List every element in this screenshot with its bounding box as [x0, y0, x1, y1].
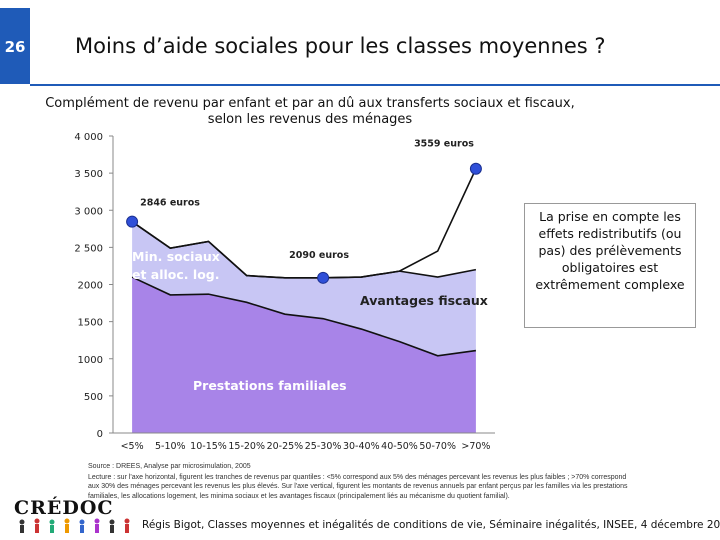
- x-tick-label: 40-50%: [381, 441, 418, 452]
- x-tick-label: <5%: [121, 441, 144, 452]
- y-tick-label: 1500: [78, 318, 103, 329]
- annotation-marker: [126, 215, 139, 228]
- x-tick-label: 10-15%: [190, 441, 227, 452]
- y-tick-label: 3 000: [74, 206, 103, 217]
- chart-areas: [131, 168, 477, 433]
- callout-text: La prise en compte les effets redistribu…: [535, 209, 685, 292]
- y-tick-label: 500: [84, 392, 103, 403]
- title-rule: [30, 84, 720, 86]
- source-note: Source : DREES, Analyse par microsimulat…: [88, 462, 633, 502]
- label-avantages: Avantages fiscaux: [360, 293, 488, 308]
- annotation-label: 3559 euros: [414, 139, 474, 150]
- y-tick-label: 1000: [78, 355, 103, 366]
- annotation-label: 2090 euros: [289, 250, 349, 261]
- chart-subtitle: Complément de revenu par enfant et par a…: [45, 96, 575, 127]
- footer-credit: Régis Bigot, Classes moyennes et inégali…: [142, 519, 720, 531]
- x-tick-label: 50-70%: [419, 441, 456, 452]
- callout-box: La prise en compte les effets redistribu…: [524, 203, 696, 328]
- page-title: Moins d’aide sociales pour les classes m…: [75, 34, 606, 58]
- x-tick-label: >70%: [461, 441, 490, 452]
- x-tick-label: 5-10%: [155, 441, 186, 452]
- y-tick-label: 2 500: [74, 243, 103, 254]
- x-tick-label: 30-40%: [343, 441, 380, 452]
- line-avantages: [131, 168, 477, 279]
- y-axis: 0 500 1000 1500 2000 2 500 3 000 3 500 4 000: [74, 132, 114, 440]
- svg-text:CRÉDOC: CRÉDOC: [14, 496, 114, 519]
- area-minima: [132, 221, 476, 356]
- label-minima-line2: et alloc. log.: [132, 267, 219, 282]
- label-prestations: Prestations familiales: [193, 378, 347, 393]
- source-line: Source : DREES, Analyse par microsimulat…: [88, 463, 251, 470]
- y-tick-label: 2000: [78, 281, 103, 292]
- reading-note: Lecture : sur l'axe horizontal, figurent…: [88, 473, 628, 500]
- y-tick-label: 0: [97, 429, 103, 440]
- area-avantages: [132, 168, 476, 278]
- x-tick-label: 15-20%: [228, 441, 265, 452]
- area-prestations: [132, 277, 476, 433]
- line-prestations: [131, 276, 477, 357]
- credoc-logo: CRÉDOC: [14, 496, 130, 533]
- y-tick-label: 4 000: [74, 132, 103, 143]
- slide-number: 26: [0, 8, 30, 84]
- annotation-marker: [317, 271, 330, 284]
- logo-figures: [19, 518, 130, 533]
- stacked-area-chart: 0 500 1000 1500 2000 2 500 3 000 3 500 4 000 <5%…: [74, 132, 495, 452]
- chart-annotations: Prestations familiales Min. sociaux et all…: [126, 139, 488, 393]
- x-axis: <5% 5-10% 10-15% 15-20% 20-25% 25-30% 30-40% 40…: [113, 432, 495, 452]
- label-minima-line1: Min. sociaux: [132, 249, 220, 264]
- y-tick-label: 3 500: [74, 169, 103, 180]
- annotation-label: 2846 euros: [140, 198, 200, 209]
- x-tick-label: 20-25%: [267, 441, 304, 452]
- annotation-marker: [469, 162, 482, 175]
- x-tick-label: 25-30%: [305, 441, 342, 452]
